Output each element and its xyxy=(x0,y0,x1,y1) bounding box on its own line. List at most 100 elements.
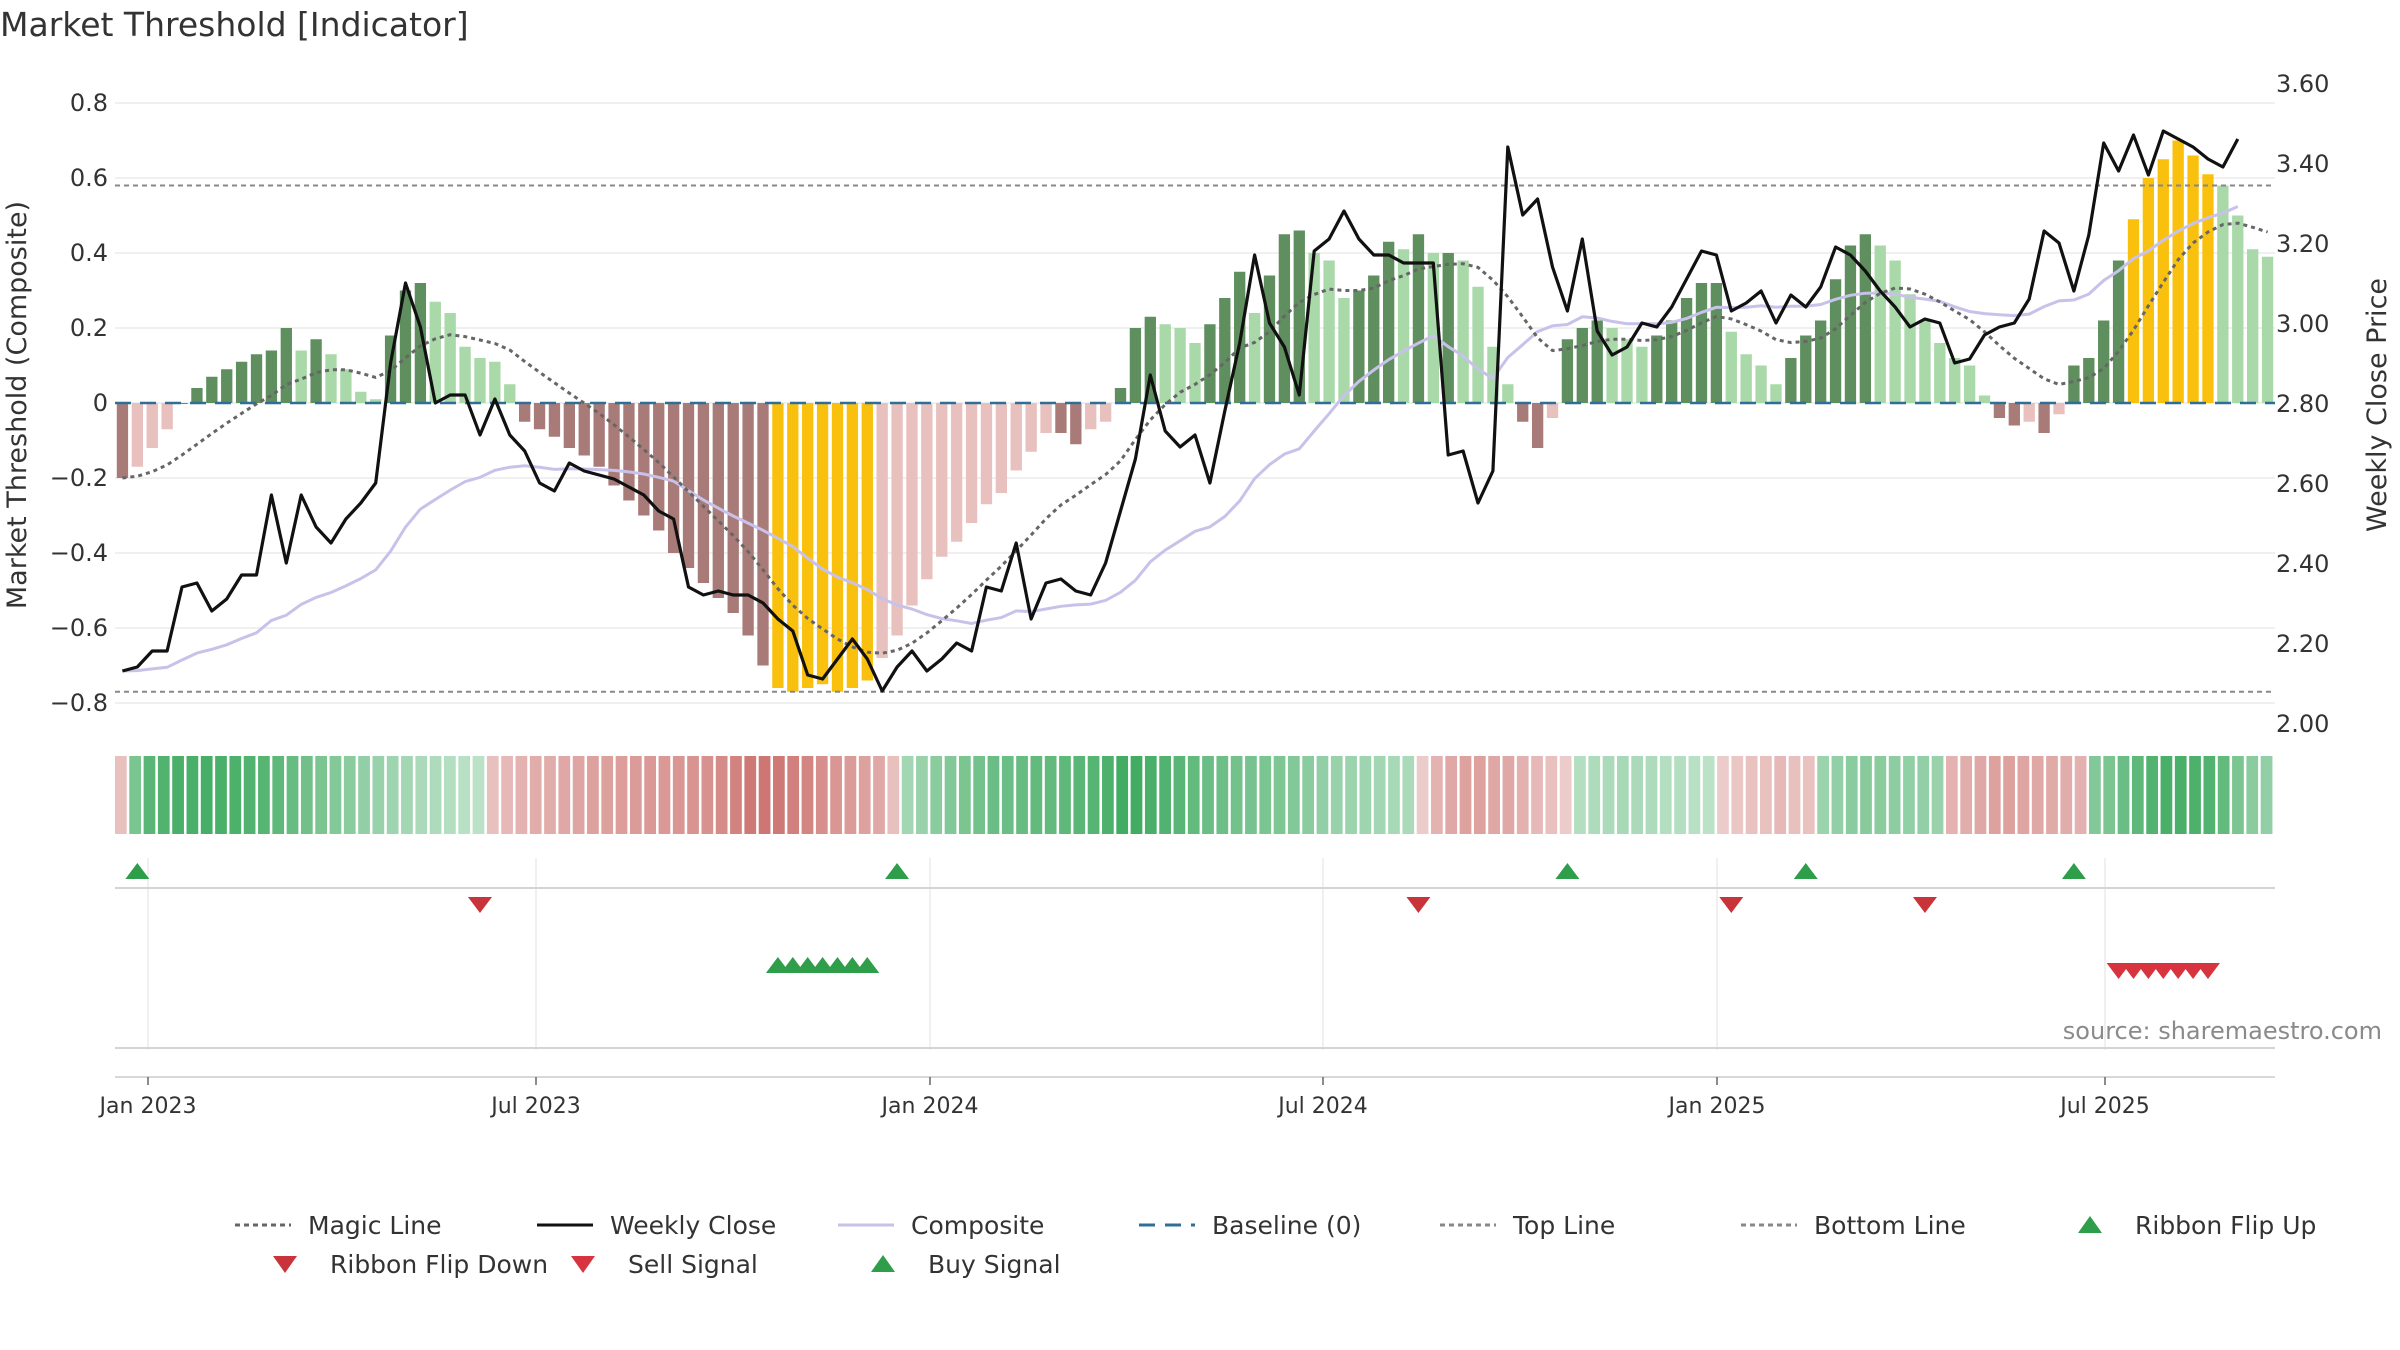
ribbon-cell xyxy=(1402,756,1415,834)
source-note: source: sharemaestro.com xyxy=(2063,1017,2382,1045)
ribbon-cell xyxy=(1416,756,1429,834)
composite-bar xyxy=(727,403,739,613)
composite-bar xyxy=(2172,140,2184,403)
ribbon-cell xyxy=(2131,756,2144,834)
composite-bar xyxy=(2157,159,2169,403)
composite-bar xyxy=(235,361,248,403)
ribbon-cell xyxy=(2017,756,2030,834)
ribbon-cell xyxy=(1845,756,1858,834)
ribbon-cell xyxy=(315,756,327,834)
ribbon-flip-down-marker xyxy=(1912,897,1937,913)
composite-bar xyxy=(1397,249,1410,403)
composite-bar xyxy=(1308,253,1320,403)
ribbon-cell xyxy=(157,756,170,834)
composite-bar xyxy=(2217,185,2229,403)
composite-bar xyxy=(2142,178,2155,403)
composite-bar xyxy=(995,403,1008,493)
ribbon-cell xyxy=(1888,756,1901,834)
ribbon-cell xyxy=(1760,756,1772,834)
ribbon-cell xyxy=(2031,756,2044,834)
right-tick-label: 2.80 xyxy=(2276,390,2329,418)
ribbon-cell xyxy=(1030,756,1043,834)
ribbon-cell xyxy=(1488,756,1500,834)
legend-label: Top Line xyxy=(1512,1211,1615,1240)
composite-bar xyxy=(1859,234,1872,403)
ribbon-cell xyxy=(1616,756,1629,834)
legend-label: Ribbon Flip Up xyxy=(2135,1211,2316,1240)
ribbon-cell xyxy=(300,756,313,834)
ribbon-cell xyxy=(472,756,485,834)
composite-bar xyxy=(757,403,769,666)
composite-bar xyxy=(518,403,531,422)
composite-bar xyxy=(191,388,203,403)
composite-bar xyxy=(1889,260,1901,403)
ribbon-cell xyxy=(730,756,742,834)
ribbon-cell xyxy=(916,756,928,834)
legend-swatch-tri-down xyxy=(571,1256,595,1273)
composite-bar xyxy=(414,283,427,403)
x-tick-label: Jul 2025 xyxy=(2058,1094,2150,1119)
ribbon-cell xyxy=(1574,756,1586,834)
composite-bar xyxy=(1025,403,1037,452)
ribbon-flip-down-marker xyxy=(1406,897,1431,913)
ribbon-cell xyxy=(544,756,556,834)
ribbon-cell xyxy=(858,756,871,834)
composite-bar xyxy=(638,403,650,516)
ribbon-cell xyxy=(801,756,814,834)
legend-label: Composite xyxy=(911,1211,1044,1240)
ribbon-cell xyxy=(815,756,828,834)
composite-bar xyxy=(1472,286,1484,403)
ribbon-cell xyxy=(1287,756,1300,834)
composite-bar xyxy=(161,403,173,430)
composite-bar xyxy=(504,384,516,403)
legend-swatch-tri-up xyxy=(2078,1216,2102,1233)
ribbon-cell xyxy=(2160,756,2173,834)
composite-bar xyxy=(921,403,933,580)
composite-bar xyxy=(355,391,367,403)
composite-bar xyxy=(1814,320,1827,403)
ribbon-cell xyxy=(1788,756,1801,834)
composite-bar xyxy=(2038,403,2050,433)
composite-bar xyxy=(772,403,784,688)
ribbon-cell xyxy=(1388,756,1400,834)
ribbon-cell xyxy=(558,756,571,834)
right-tick-label: 2.00 xyxy=(2276,710,2329,738)
ribbon-cell xyxy=(329,756,342,834)
ribbon-flip-up-marker xyxy=(1793,863,1818,879)
legend-label: Sell Signal xyxy=(628,1250,758,1279)
left-tick-label: 0.6 xyxy=(70,164,108,192)
composite-bar xyxy=(459,346,471,403)
composite-bar xyxy=(489,361,501,403)
ribbon-cell xyxy=(844,756,857,834)
composite-bar xyxy=(1993,403,2006,418)
composite-bar xyxy=(1144,316,1156,403)
ribbon-cell xyxy=(1259,756,1272,834)
ribbon-cell xyxy=(958,756,971,834)
composite-bar xyxy=(593,403,605,467)
ribbon-cell xyxy=(615,756,628,834)
legend-label: Magic Line xyxy=(308,1211,442,1240)
ribbon-cell xyxy=(415,756,428,834)
composite-bar xyxy=(1636,346,1648,403)
ribbon-cell xyxy=(744,756,757,834)
composite-bar xyxy=(816,403,829,685)
composite-bar xyxy=(2023,403,2035,422)
composite-bar xyxy=(980,403,993,505)
ribbon-cell xyxy=(444,756,456,834)
composite-bar xyxy=(1591,320,1603,403)
composite-bar xyxy=(1531,403,1544,448)
ribbon-cell xyxy=(1545,756,1558,834)
composite-bar xyxy=(1606,328,1618,403)
composite-bar xyxy=(1576,328,1588,403)
ribbon-cell xyxy=(129,756,142,834)
composite-bar xyxy=(1517,403,1529,422)
x-tick-label: Jan 2023 xyxy=(98,1094,197,1119)
ribbon-cell xyxy=(2103,756,2116,834)
ribbon-cell xyxy=(2046,756,2058,834)
legend-label: Buy Signal xyxy=(928,1250,1061,1279)
ribbon-cell xyxy=(1674,756,1686,834)
ribbon-cell xyxy=(887,756,900,834)
ribbon-cell xyxy=(258,756,270,834)
composite-bar xyxy=(1904,294,1916,403)
